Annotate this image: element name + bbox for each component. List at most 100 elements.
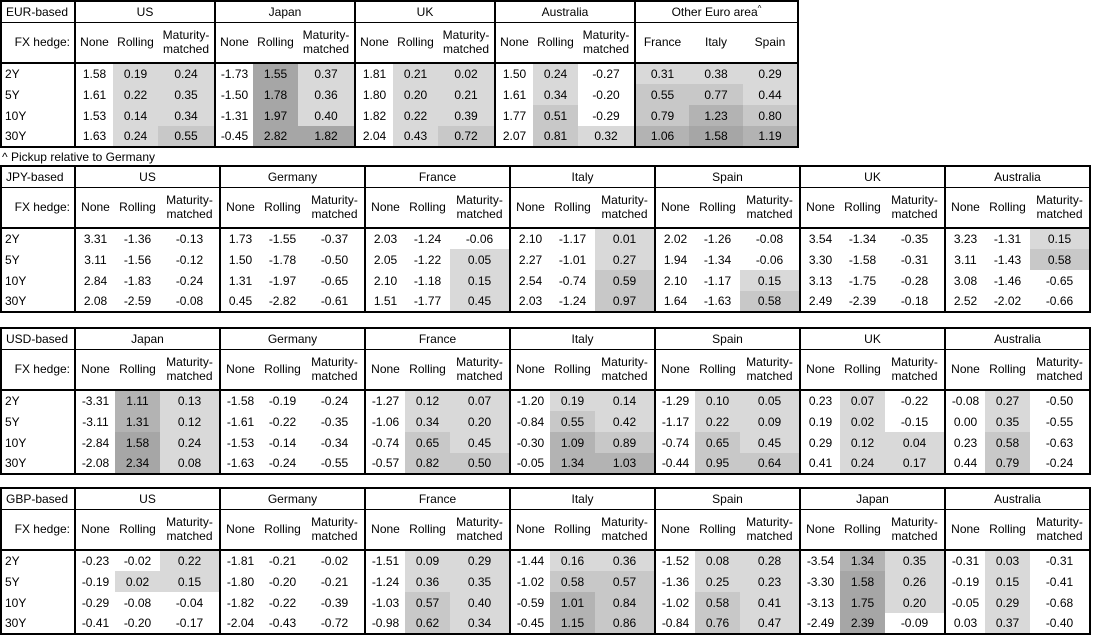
value-cell: 0.13 bbox=[160, 390, 220, 411]
value-cell: 0.35 bbox=[158, 84, 215, 105]
country-header: Germany bbox=[219, 328, 365, 350]
hedge-col-header: Rolling bbox=[115, 187, 160, 229]
value-cell: 0.03 bbox=[985, 550, 1030, 571]
hedge-col-header: None bbox=[364, 349, 405, 391]
value-cell: 0.28 bbox=[740, 550, 800, 571]
value-cell: -0.65 bbox=[320, 273, 349, 288]
tenor-label: 10Y bbox=[5, 595, 27, 610]
value-cell: 1.94 bbox=[654, 249, 695, 270]
value-cell: 0.41 bbox=[799, 453, 840, 474]
value-cell: -1.01 bbox=[558, 252, 587, 267]
value-cell: -1.77 bbox=[413, 294, 442, 308]
value-cell: -0.55 bbox=[320, 456, 349, 470]
value-cell: -2.49 bbox=[799, 613, 840, 634]
value-cell: -0.39 bbox=[320, 595, 349, 610]
value-cell: -1.34 bbox=[703, 252, 732, 267]
value-cell: 0.40 bbox=[298, 105, 355, 126]
value-cell: 0.12 bbox=[405, 390, 450, 411]
tenor-label: 10Y bbox=[5, 108, 27, 123]
hedge-col-header: Maturity- matched bbox=[595, 187, 655, 229]
value-cell: 2.02 bbox=[654, 228, 695, 249]
tenor-label: 2Y bbox=[5, 232, 20, 246]
value-cell: 0.39 bbox=[438, 105, 495, 126]
value-cell: -1.24 bbox=[413, 232, 442, 246]
value-cell: -1.34 bbox=[848, 232, 877, 246]
hedge-col-header: Maturity- matched bbox=[450, 509, 510, 551]
value-cell: 0.64 bbox=[740, 453, 800, 474]
value-cell: -1.80 bbox=[219, 571, 260, 592]
value-cell: 0.23 bbox=[740, 571, 800, 592]
value-cell: -0.98 bbox=[364, 613, 405, 634]
value-cell: 1.01 bbox=[550, 592, 595, 613]
value-cell: 0.34 bbox=[450, 613, 510, 634]
usd-based-grid: USD-based Japan Germany France Italy Spain UK A… bbox=[0, 327, 1091, 475]
value-cell: 1.09 bbox=[550, 432, 595, 453]
value-cell: 0.79 bbox=[985, 453, 1030, 474]
value-cell: 0.43 bbox=[393, 126, 438, 147]
value-cell: -0.44 bbox=[654, 453, 695, 474]
value-cell: -0.27 bbox=[592, 67, 620, 81]
hedge-col-header: None bbox=[509, 187, 550, 229]
hedge-col-header: Maturity- matched bbox=[438, 22, 495, 64]
value-cell: -0.20 bbox=[268, 574, 297, 589]
value-cell: -0.15 bbox=[900, 414, 929, 429]
value-cell: 0.08 bbox=[160, 453, 220, 474]
value-cell: -0.06 bbox=[755, 252, 784, 267]
hedge-col-header: None bbox=[654, 509, 695, 551]
value-cell: -0.57 bbox=[364, 453, 405, 474]
hedge-col-header: None bbox=[799, 349, 840, 391]
value-cell: 0.81 bbox=[533, 126, 578, 147]
value-cell: 2.34 bbox=[115, 453, 160, 474]
value-cell: 0.23 bbox=[799, 390, 840, 411]
value-cell: 0.57 bbox=[595, 571, 655, 592]
value-cell: -0.19 bbox=[944, 571, 985, 592]
value-cell: -0.08 bbox=[944, 390, 985, 411]
value-cell: -0.24 bbox=[1045, 456, 1074, 470]
value-cell: -0.12 bbox=[175, 252, 204, 267]
hedge-col-header: Maturity- matched bbox=[160, 187, 220, 229]
value-cell: -0.19 bbox=[74, 571, 115, 592]
country-header: Australia bbox=[944, 166, 1090, 188]
hedge-col-header: Maturity- matched bbox=[885, 509, 945, 551]
value-cell: -2.39 bbox=[848, 294, 877, 308]
value-cell: 0.42 bbox=[595, 411, 655, 432]
value-cell: -1.61 bbox=[219, 411, 260, 432]
value-cell: 1.82 bbox=[354, 105, 393, 126]
hedge-col-header: Rolling bbox=[985, 187, 1030, 229]
value-cell: -1.20 bbox=[509, 390, 550, 411]
value-cell: 1.63 bbox=[74, 126, 113, 147]
hedge-col-header: Rolling bbox=[695, 509, 740, 551]
hedge-col-header: None bbox=[654, 187, 695, 229]
value-cell: -1.83 bbox=[123, 273, 152, 288]
value-cell: 2.27 bbox=[509, 249, 550, 270]
value-cell: 0.20 bbox=[393, 84, 438, 105]
value-cell: -0.31 bbox=[900, 252, 929, 267]
value-cell: 0.89 bbox=[595, 432, 655, 453]
hedge-col-header: Maturity- matched bbox=[740, 349, 800, 391]
hedge-col-header: Maturity- matched bbox=[298, 22, 355, 64]
value-cell: 0.20 bbox=[450, 411, 510, 432]
hedge-col-header: None bbox=[74, 509, 115, 551]
hedge-col-header: Rolling bbox=[985, 349, 1030, 391]
country-header: Australia bbox=[944, 488, 1090, 510]
value-cell: -1.73 bbox=[214, 63, 253, 84]
country-header: France bbox=[364, 166, 510, 188]
hedge-col-header: Rolling bbox=[260, 349, 305, 391]
value-cell: 1.80 bbox=[354, 84, 393, 105]
value-cell: 0.24 bbox=[113, 126, 158, 147]
value-cell: 0.58 bbox=[1030, 249, 1090, 270]
value-cell: 3.11 bbox=[74, 249, 115, 270]
tenor-label: 5Y bbox=[5, 414, 20, 429]
value-cell: -3.13 bbox=[799, 592, 840, 613]
value-cell: 0.22 bbox=[113, 84, 158, 105]
hedge-col-header: None bbox=[354, 22, 393, 64]
value-cell: 0.07 bbox=[450, 390, 510, 411]
value-cell: -0.65 bbox=[1045, 273, 1074, 288]
value-cell: 0.47 bbox=[740, 613, 800, 634]
value-cell: -0.22 bbox=[268, 595, 297, 610]
value-cell: 0.24 bbox=[840, 453, 885, 474]
value-cell: -3.31 bbox=[74, 390, 115, 411]
base-currency-label: USD-based bbox=[1, 328, 75, 350]
hedge-col-header: None bbox=[74, 187, 115, 229]
value-cell: -0.63 bbox=[1045, 435, 1074, 450]
